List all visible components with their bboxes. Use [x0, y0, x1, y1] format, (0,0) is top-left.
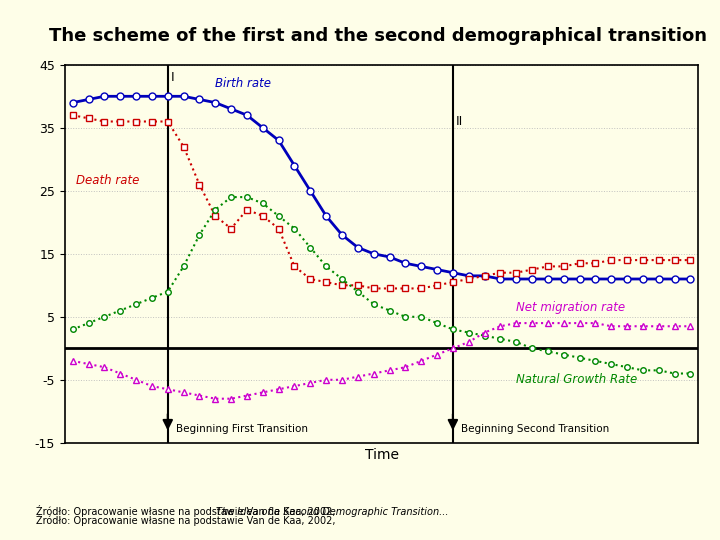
Text: Beginning First Transition: Beginning First Transition	[176, 424, 307, 434]
Text: Death rate: Death rate	[76, 174, 139, 187]
Text: Natural Growth Rate: Natural Growth Rate	[516, 373, 637, 386]
Text: Beginning Second Transition: Beginning Second Transition	[461, 424, 609, 434]
Text: Źródło: Opracowanie własne na podstawie Van de Kaa, 2002, The Idea of a Second D: Źródło: Opracowanie własne na podstawie …	[36, 515, 570, 526]
Text: Net migration rate: Net migration rate	[516, 300, 626, 314]
Text: I: I	[171, 71, 174, 84]
Text: Źródło: Opracowanie własne na podstawie Van de Kaa, 2002,: Źródło: Opracowanie własne na podstawie …	[36, 515, 338, 526]
Text: The scheme of the first and the second demographical transition: The scheme of the first and the second d…	[49, 28, 707, 45]
Text: II: II	[456, 115, 463, 128]
Text: Birth rate: Birth rate	[215, 77, 271, 90]
Text: Źródło: Opracowanie własne na podstawie Van de Kaa, 2002,: Źródło: Opracowanie własne na podstawie …	[36, 505, 338, 517]
X-axis label: Time: Time	[364, 448, 399, 462]
Text: The Idea of a Second Demographic Transition...: The Idea of a Second Demographic Transit…	[215, 507, 448, 517]
